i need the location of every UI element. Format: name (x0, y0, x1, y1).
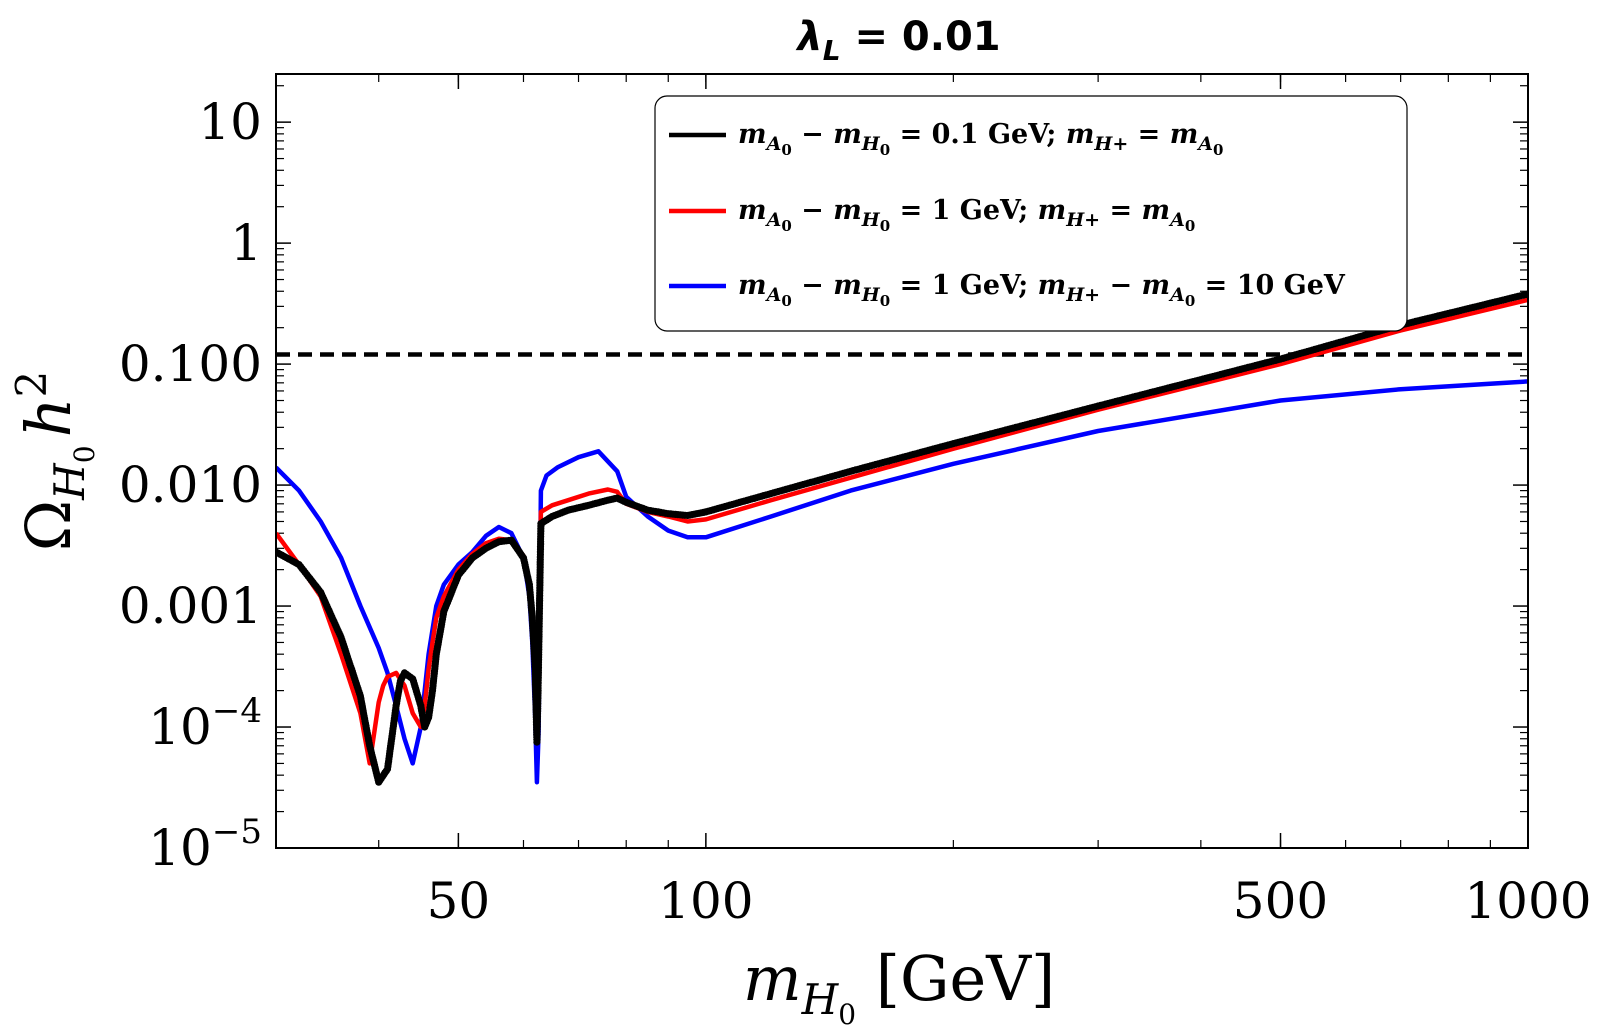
legend-label: mA0 − mH0 = 1 GeV; mH+ − mA0 = 10 GeV (738, 270, 1346, 310)
legend-entry: mA0 − mH0 = 0.1 GeV; mH+ = mA0 (669, 119, 1223, 159)
legend-entry: mA0 − mH0 = 1 GeV; mH+ = mA0 (669, 195, 1195, 235)
y-tick-label: 0.100 (119, 335, 262, 393)
x-tick-label: 500 (1233, 872, 1328, 930)
legend-label: mA0 − mH0 = 0.1 GeV; mH+ = mA0 (738, 119, 1223, 159)
axis-ticks: 50 100 500 1000 10−5 10−4 0.001 0.010 0.100 1 10 (119, 74, 1592, 930)
y-tick-label: 10−4 (148, 691, 262, 756)
x-axis-label: mH0 [GeV] (743, 942, 1055, 1031)
svg-text:ΩH0h2: ΩH0h2 (7, 371, 101, 552)
series-line-1 (276, 297, 1528, 766)
y-axis-label: ΩH0h2 (7, 371, 101, 552)
legend-entry: mA0 − mH0 = 1 GeV; mH+ − mA0 = 10 GeV (669, 270, 1346, 310)
y-tick-label: 1 (230, 214, 262, 272)
plot-frame (275, 73, 1529, 849)
chart-title: λL = 0.01 (795, 14, 1000, 67)
x-tick-label: 1000 (1464, 872, 1591, 930)
y-tick-label: 0.001 (119, 577, 262, 635)
series-line-2 (276, 379, 1528, 785)
y-tick-label: 0.010 (119, 456, 262, 514)
x-tick-label: 50 (427, 872, 491, 930)
series-layer (276, 290, 1528, 786)
legend-label: mA0 − mH0 = 1 GeV; mH+ = mA0 (738, 195, 1195, 235)
legend-box (654, 95, 1408, 332)
legend: mA0 − mH0 = 0.1 GeV; mH+ = mA0 mA0 − mH0 … (654, 95, 1408, 332)
x-tick-label: 100 (658, 872, 753, 930)
y-tick-label: 10−5 (148, 812, 262, 877)
y-tick-label: 10 (198, 93, 262, 151)
series-dots-0 (276, 290, 1528, 786)
